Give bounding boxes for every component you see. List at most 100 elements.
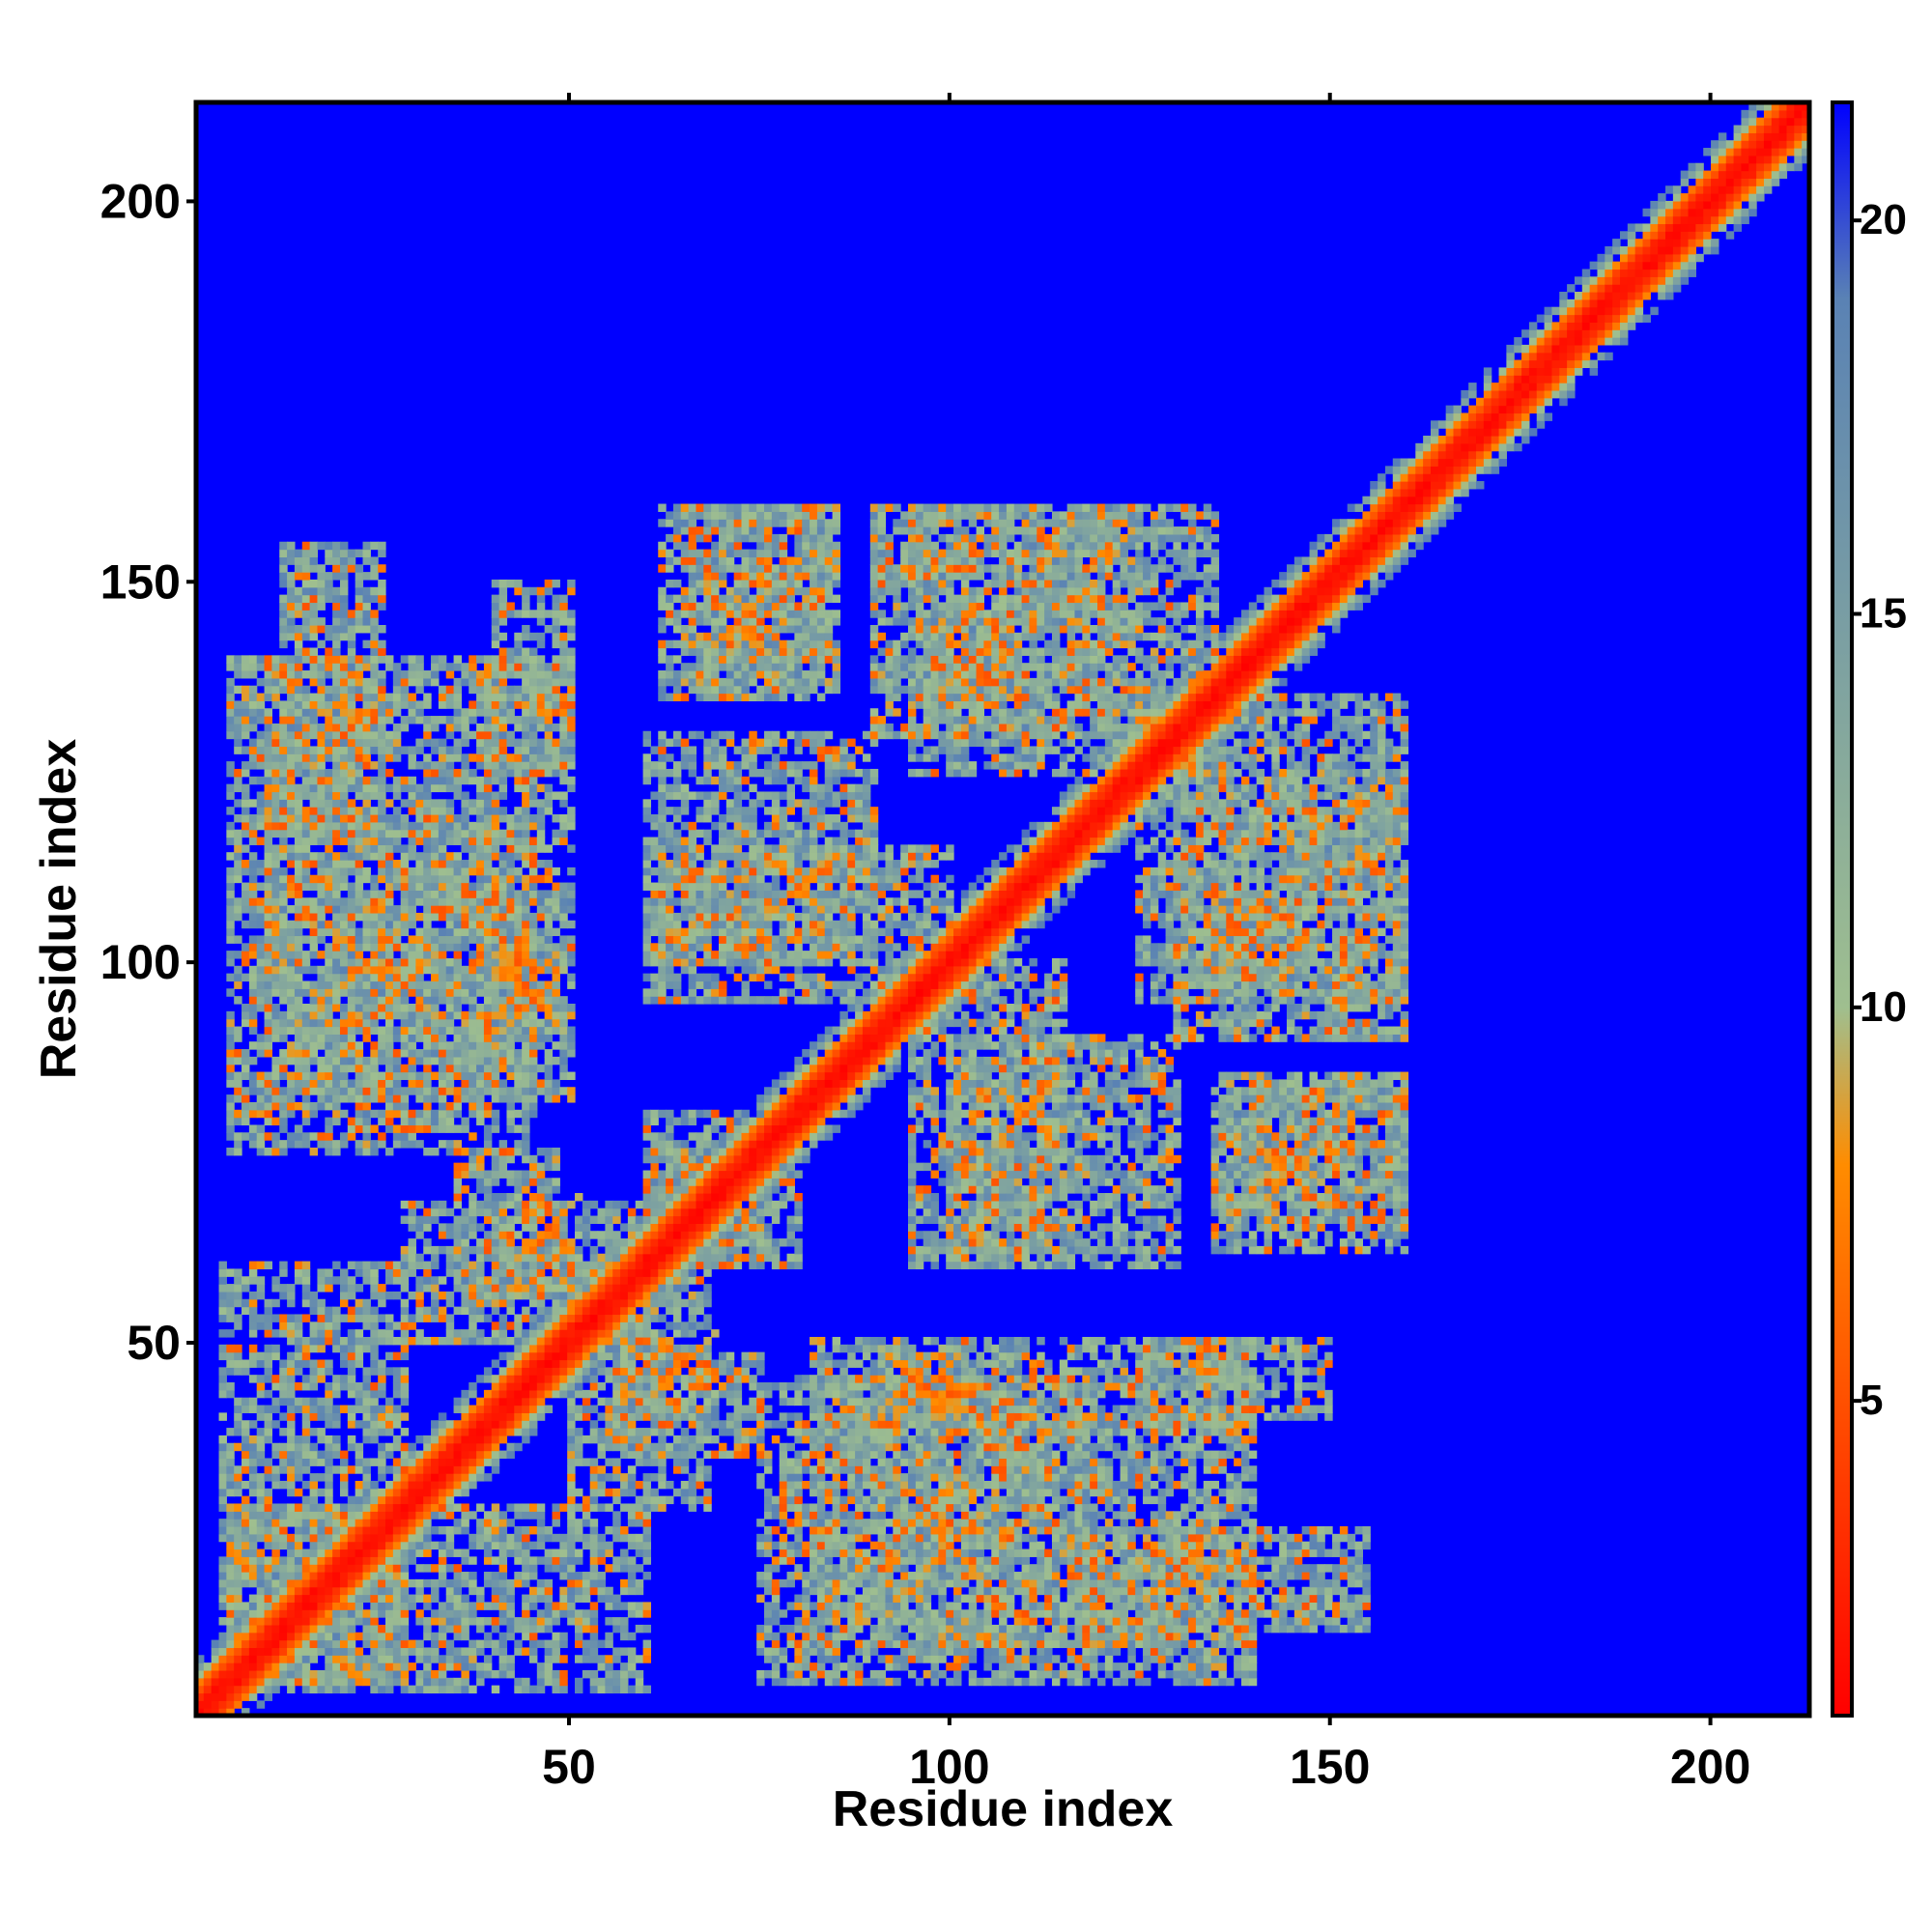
heatmap-cell <box>559 1572 568 1580</box>
heatmap-cell <box>498 874 508 884</box>
heatmap-cell <box>385 927 394 937</box>
heatmap-cell <box>332 821 341 831</box>
heatmap-cell <box>271 1624 280 1634</box>
heatmap-cell <box>332 1087 341 1095</box>
heatmap-cell <box>491 807 500 815</box>
heatmap-cell <box>317 541 326 551</box>
heatmap-cell <box>317 1541 326 1550</box>
heatmap-cell <box>271 1117 280 1126</box>
heatmap-cell <box>301 1010 311 1020</box>
heatmap-cell <box>226 663 235 671</box>
heatmap-cell <box>536 1412 546 1421</box>
heatmap-cell <box>392 935 402 944</box>
heatmap-cell <box>271 1480 280 1490</box>
heatmap-cell <box>453 1473 463 1482</box>
heatmap-cell <box>522 655 530 664</box>
heatmap-cell <box>415 761 424 770</box>
heatmap-cell <box>347 1669 356 1679</box>
heatmap-cell <box>317 1064 326 1073</box>
heatmap-cell <box>294 1010 303 1020</box>
heatmap-cell <box>271 1541 280 1550</box>
heatmap-cell <box>339 1018 349 1028</box>
heatmap-cell <box>506 1010 515 1020</box>
heatmap-cell <box>498 1617 508 1626</box>
heatmap-cell <box>248 829 258 838</box>
heatmap-cell <box>294 1632 303 1641</box>
heatmap-cell <box>355 852 364 861</box>
heatmap-cell <box>279 935 288 944</box>
heatmap-cell <box>294 791 303 800</box>
heatmap-cell <box>528 1223 538 1232</box>
heatmap-cell <box>431 965 440 975</box>
heatmap-cell <box>453 693 463 701</box>
heatmap-cell <box>392 1276 402 1285</box>
heatmap-cell <box>226 791 235 800</box>
heatmap-cell <box>469 1041 477 1050</box>
heatmap-cell <box>491 1511 500 1520</box>
heatmap-cell <box>355 988 364 997</box>
heatmap-cell <box>294 814 303 823</box>
heatmap-cell <box>370 1632 379 1641</box>
heatmap-cell <box>271 821 280 831</box>
heatmap-cell <box>317 897 326 906</box>
heatmap-cell <box>415 655 424 664</box>
heatmap-cell <box>514 1291 523 1300</box>
heatmap-cell <box>544 1200 554 1209</box>
heatmap-cell <box>400 1480 410 1490</box>
heatmap-cell <box>400 746 410 754</box>
heatmap-cell <box>317 1101 326 1111</box>
heatmap-cell <box>339 677 349 687</box>
heatmap-cell <box>453 1564 463 1573</box>
heatmap-cell <box>438 1420 447 1429</box>
heatmap-cell <box>339 617 349 626</box>
heatmap-cell <box>339 897 349 906</box>
heatmap-cell <box>325 1662 333 1671</box>
heatmap-cell <box>279 882 288 891</box>
heatmap-cell <box>506 1238 515 1247</box>
heatmap-cell <box>378 586 386 596</box>
heatmap-cell <box>567 943 576 952</box>
heatmap-cell <box>264 920 272 929</box>
heatmap-cell <box>453 1200 463 1209</box>
heatmap-cell <box>378 1511 386 1520</box>
heatmap-cell <box>498 1291 508 1300</box>
heatmap-cell <box>483 768 493 778</box>
heatmap-cell <box>445 1291 455 1300</box>
heatmap-cell <box>400 927 410 937</box>
heatmap-cell <box>498 1662 508 1671</box>
heatmap-cell <box>544 905 554 914</box>
heatmap-cell <box>309 1375 319 1383</box>
heatmap-cell <box>544 1525 554 1535</box>
heatmap-cell <box>355 776 364 785</box>
heatmap-cell <box>294 610 303 618</box>
heatmap-cell <box>378 693 386 701</box>
heatmap-cell <box>301 1548 311 1557</box>
heatmap-cell <box>362 1147 371 1156</box>
heatmap-cell <box>317 1617 326 1626</box>
heatmap-cell <box>256 867 266 876</box>
heatmap-cell <box>431 957 440 967</box>
heatmap-cell <box>362 1018 371 1028</box>
heatmap-cell <box>242 807 250 815</box>
heatmap-cell <box>226 837 235 845</box>
heatmap-cell <box>528 1632 538 1641</box>
heatmap-cell <box>400 920 410 929</box>
heatmap-cell <box>294 1132 303 1141</box>
heatmap-cell <box>339 730 349 740</box>
heatmap-cell <box>294 1034 303 1042</box>
heatmap-cell <box>491 980 500 989</box>
heatmap-cell <box>567 807 576 815</box>
heatmap-cell <box>438 867 447 876</box>
heatmap-cell <box>294 761 303 770</box>
heatmap-cell <box>461 1026 469 1035</box>
heatmap-cell <box>301 1336 311 1346</box>
heatmap-cell <box>355 957 364 967</box>
heatmap-cell <box>567 1405 576 1413</box>
heatmap-cell <box>264 1692 272 1701</box>
heatmap-cell <box>544 1329 554 1338</box>
heatmap-cell <box>370 1541 379 1550</box>
heatmap-cell <box>339 768 349 778</box>
heatmap-cell <box>476 1208 485 1217</box>
heatmap-cell <box>461 1124 469 1133</box>
heatmap-cell <box>301 1669 311 1679</box>
